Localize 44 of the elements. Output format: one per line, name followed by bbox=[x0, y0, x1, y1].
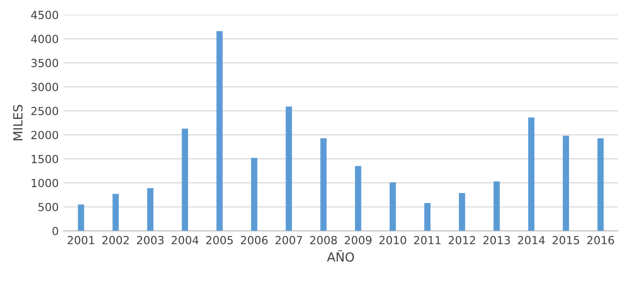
y-tick-label: 3000 bbox=[31, 82, 58, 92]
y-tick-label: 2000 bbox=[31, 130, 58, 140]
x-tick-label: 2002 bbox=[102, 236, 129, 244]
y-tick-label: 4500 bbox=[31, 10, 58, 20]
bar bbox=[354, 166, 362, 231]
x-tick-label: 2013 bbox=[483, 236, 510, 244]
bar bbox=[424, 203, 431, 231]
y-tick-label: 500 bbox=[38, 202, 58, 212]
x-tick-label: 2004 bbox=[172, 236, 198, 244]
x-tick-label: 2011 bbox=[414, 236, 440, 244]
y-tick-label: 2500 bbox=[31, 106, 58, 116]
bar bbox=[320, 138, 327, 231]
y-tick-label: 1000 bbox=[32, 178, 58, 188]
bar bbox=[78, 204, 84, 231]
x-tick-label: 2016 bbox=[587, 236, 614, 244]
bar bbox=[494, 181, 500, 231]
bar bbox=[458, 192, 466, 231]
y-tick-label: 1500 bbox=[32, 154, 58, 164]
x-tick-label: 2001 bbox=[68, 236, 94, 244]
x-tick-label: 2007 bbox=[276, 236, 302, 244]
x-tick-label: 2014 bbox=[518, 236, 545, 244]
bar bbox=[216, 31, 223, 231]
x-tick-label: 2015 bbox=[552, 236, 580, 244]
bar bbox=[390, 182, 396, 231]
bar bbox=[286, 106, 292, 231]
x-tick-label: 2012 bbox=[448, 236, 476, 244]
bar bbox=[182, 128, 188, 231]
bar bbox=[147, 188, 154, 231]
y-tick-label: 3500 bbox=[31, 58, 58, 68]
y-tick-label: 0 bbox=[52, 226, 58, 236]
x-tick-label: 2010 bbox=[379, 236, 406, 244]
x-axis-title: AÑO bbox=[327, 250, 354, 262]
y-tick-label: 4000 bbox=[31, 34, 58, 44]
x-tick-label: 2009 bbox=[344, 236, 372, 244]
y-axis-title: MILES bbox=[13, 104, 23, 140]
x-tick-label: 2006 bbox=[240, 236, 268, 244]
bar bbox=[562, 136, 570, 231]
bar bbox=[112, 194, 119, 231]
bar bbox=[251, 158, 258, 231]
x-tick-label: 2005 bbox=[206, 236, 233, 244]
bar bbox=[528, 118, 534, 231]
x-tick-label: 2008 bbox=[310, 236, 337, 244]
x-tick-label: 2003 bbox=[136, 236, 164, 244]
bar bbox=[597, 138, 604, 231]
